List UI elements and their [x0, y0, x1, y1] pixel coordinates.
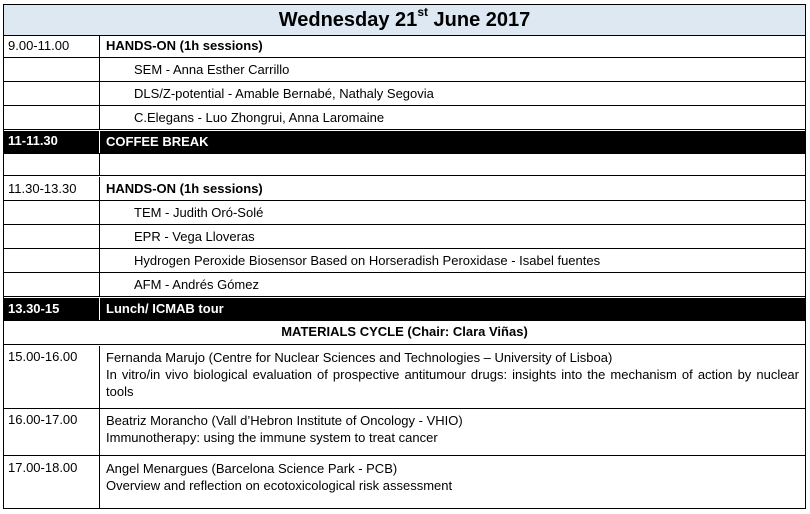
schedule-table [3, 4, 806, 509]
session-time-empty [4, 58, 100, 81]
session-time-empty [4, 249, 100, 272]
talk-cell: Fernanda Marujo (Centre for Nuclear Scie… [100, 346, 805, 408]
talk-speaker: Angel Menargues (Barcelona Science Park … [106, 461, 398, 476]
table-row: 9.00-11.00 HANDS-ON (1h sessions) [4, 36, 805, 58]
talk-title: Immunotherapy: using the immune system t… [106, 430, 438, 445]
table-row: TEM - Judith Oró-Solé [4, 201, 805, 225]
session-time: 11.30-13.30 [4, 177, 100, 200]
session-item: DLS/Z-potential - Amable Bernabé, Nathal… [134, 86, 434, 101]
session-time: 9.00-11.00 [4, 36, 100, 57]
talk-cell: Beatriz Morancho (Vall d’Hebron Institut… [100, 409, 805, 455]
title-month-year: June 2017 [427, 9, 531, 31]
session-time-empty [4, 106, 100, 129]
title-ordinal: st [417, 5, 428, 20]
talk-speaker: Fernanda Marujo (Centre for Nuclear Scie… [106, 350, 613, 365]
page-title: Wednesday 21st June 2017 [4, 5, 805, 36]
session-item: EPR - Vega Lloveras [134, 229, 255, 244]
session-item: SEM - Anna Esther Carrillo [134, 62, 290, 77]
talk-speaker: Beatriz Morancho (Vall d’Hebron Institut… [106, 413, 463, 428]
session-item: C.Elegans - Luo Zhongrui, Anna Laromaine [134, 110, 385, 125]
table-row-talk: 16.00-17.00 Beatriz Morancho (Vall d’Heb… [4, 409, 805, 456]
spacer-main [100, 154, 805, 175]
table-row: 11.30-13.30 HANDS-ON (1h sessions) [4, 177, 805, 201]
talk-time: 16.00-17.00 [4, 409, 100, 455]
break-time: 11-11.30 [4, 131, 100, 153]
table-row: SEM - Anna Esther Carrillo [4, 58, 805, 82]
session-item: AFM - Andrés Gómez [134, 277, 259, 292]
talk-title: Overview and reflection on ecotoxicologi… [106, 478, 453, 493]
table-row-talk: 15.00-16.00 Fernanda Marujo (Centre for … [4, 346, 805, 409]
table-row: Hydrogen Peroxide Biosensor Based on Hor… [4, 249, 805, 273]
table-row: EPR - Vega Lloveras [4, 225, 805, 249]
session-time-empty [4, 82, 100, 105]
session-time-empty [4, 201, 100, 224]
break-label: COFFEE BREAK [106, 134, 209, 149]
session-heading: HANDS-ON (1h sessions) [106, 181, 263, 196]
section-header: MATERIALS CYCLE (Chair: Clara Viñas) [4, 321, 805, 345]
lunch-label: Lunch/ ICMAB tour [106, 301, 224, 316]
table-row-break: 13.30-15 Lunch/ ICMAB tour [4, 298, 805, 321]
table-row: DLS/Z-potential - Amable Bernabé, Nathal… [4, 82, 805, 106]
table-row-talk: 17.00-18.00 Angel Menargues (Barcelona S… [4, 456, 805, 509]
talk-time: 15.00-16.00 [4, 346, 100, 408]
talk-time: 17.00-18.00 [4, 456, 100, 509]
talk-cell: Angel Menargues (Barcelona Science Park … [100, 456, 805, 509]
session-time-empty [4, 225, 100, 248]
session-item: Hydrogen Peroxide Biosensor Based on Hor… [134, 253, 601, 268]
session-item: TEM - Judith Oró-Solé [134, 205, 264, 220]
session-time-empty [4, 273, 100, 296]
table-row-spacer [4, 154, 805, 176]
table-row: C.Elegans - Luo Zhongrui, Anna Laromaine [4, 106, 805, 130]
session-heading: HANDS-ON (1h sessions) [106, 38, 263, 53]
lunch-time: 13.30-15 [4, 298, 100, 320]
title-date: Wednesday 21 [278, 9, 418, 31]
table-row-break: 11-11.30 COFFEE BREAK [4, 131, 805, 154]
talk-title: In vitro/in vivo biological evaluation o… [106, 367, 799, 399]
table-row: AFM - Andrés Gómez [4, 273, 805, 297]
spacer-time [4, 154, 100, 175]
